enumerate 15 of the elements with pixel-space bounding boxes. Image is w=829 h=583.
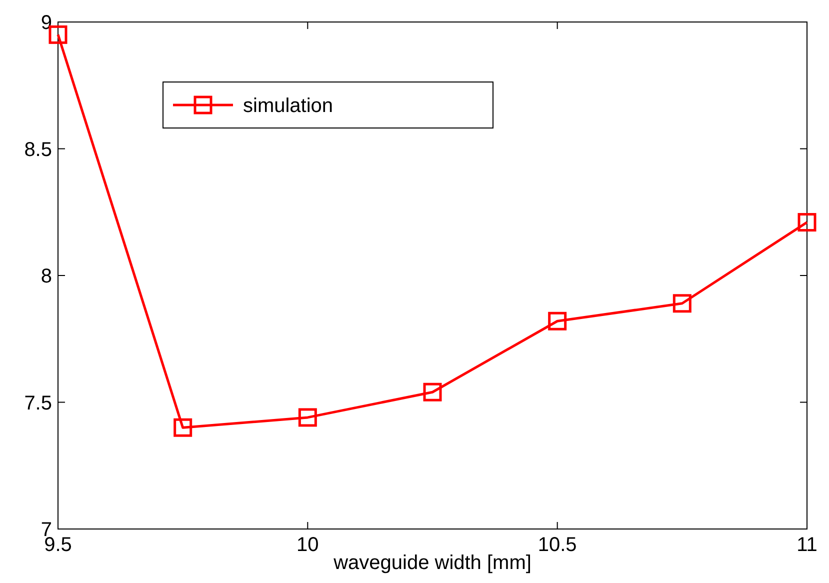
point: [672, 294, 692, 313]
point: [174, 418, 192, 437]
point: [798, 213, 816, 232]
x-tick-label: 11: [796, 534, 818, 556]
y-tick-label: 9: [40, 12, 52, 34]
point: [548, 312, 567, 330]
y-tick-label: 8.5: [24, 138, 52, 161]
y-tick-label: 7.5: [24, 392, 52, 414]
x-tick-label: 10.5: [538, 534, 577, 556]
y-tick-label: 8: [40, 266, 52, 288]
point: [423, 382, 442, 402]
point: [298, 408, 317, 427]
legend-label: simulation: [243, 95, 334, 117]
x-tick-label: 10: [296, 534, 319, 556]
x-axis-title: waveguide width [mm]: [332, 552, 532, 574]
